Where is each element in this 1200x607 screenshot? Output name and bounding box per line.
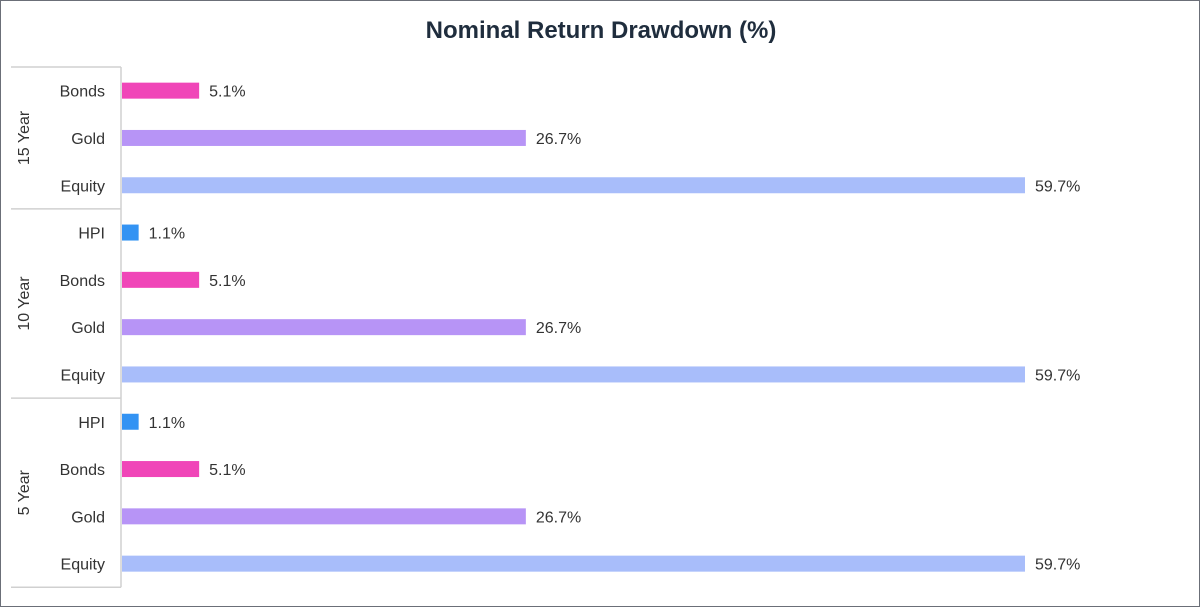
data-label: 59.7%	[1035, 178, 1080, 195]
category-label: Bonds	[60, 84, 105, 101]
data-label: 1.1%	[149, 415, 185, 432]
category-label: Gold	[71, 131, 105, 148]
data-label: 26.7%	[536, 131, 581, 148]
category-label: Bonds	[60, 462, 105, 479]
bar-bonds	[122, 461, 200, 478]
data-label: 26.7%	[536, 320, 581, 337]
bar-hpi	[122, 224, 139, 241]
data-label: 5.1%	[209, 462, 245, 479]
group-label: 5 Year	[16, 469, 33, 515]
bar-equity	[122, 366, 1025, 383]
data-label: 1.1%	[149, 226, 185, 243]
bar-gold	[122, 508, 526, 525]
data-label: 26.7%	[536, 509, 581, 526]
bar-hpi	[122, 413, 139, 430]
bar-equity	[122, 177, 1025, 194]
category-label: Gold	[71, 509, 105, 526]
bar-gold	[122, 319, 526, 336]
data-label: 5.1%	[209, 84, 245, 101]
group-label: 10 Year	[16, 276, 33, 331]
category-label: HPI	[78, 415, 105, 432]
data-label: 5.1%	[209, 273, 245, 290]
bar-gold	[122, 129, 526, 146]
category-label: HPI	[78, 226, 105, 243]
data-label: 59.7%	[1035, 557, 1080, 574]
category-label: Gold	[71, 320, 105, 337]
data-label: 59.7%	[1035, 367, 1080, 384]
bar-equity	[122, 555, 1025, 572]
plot-area: Bonds 5.1% Gold 26.7% Equity 59.7% 15 Year HPI 1…	[11, 66, 1080, 589]
category-label: Equity	[61, 367, 105, 384]
group-label: 15 Year	[16, 110, 33, 165]
category-label: Equity	[61, 557, 105, 574]
bar-bonds	[122, 271, 200, 288]
chart-title: Nominal Return Drawdown (%)	[426, 17, 777, 44]
category-label: Bonds	[60, 273, 105, 290]
category-label: Equity	[61, 178, 105, 195]
bar-bonds	[122, 82, 200, 99]
